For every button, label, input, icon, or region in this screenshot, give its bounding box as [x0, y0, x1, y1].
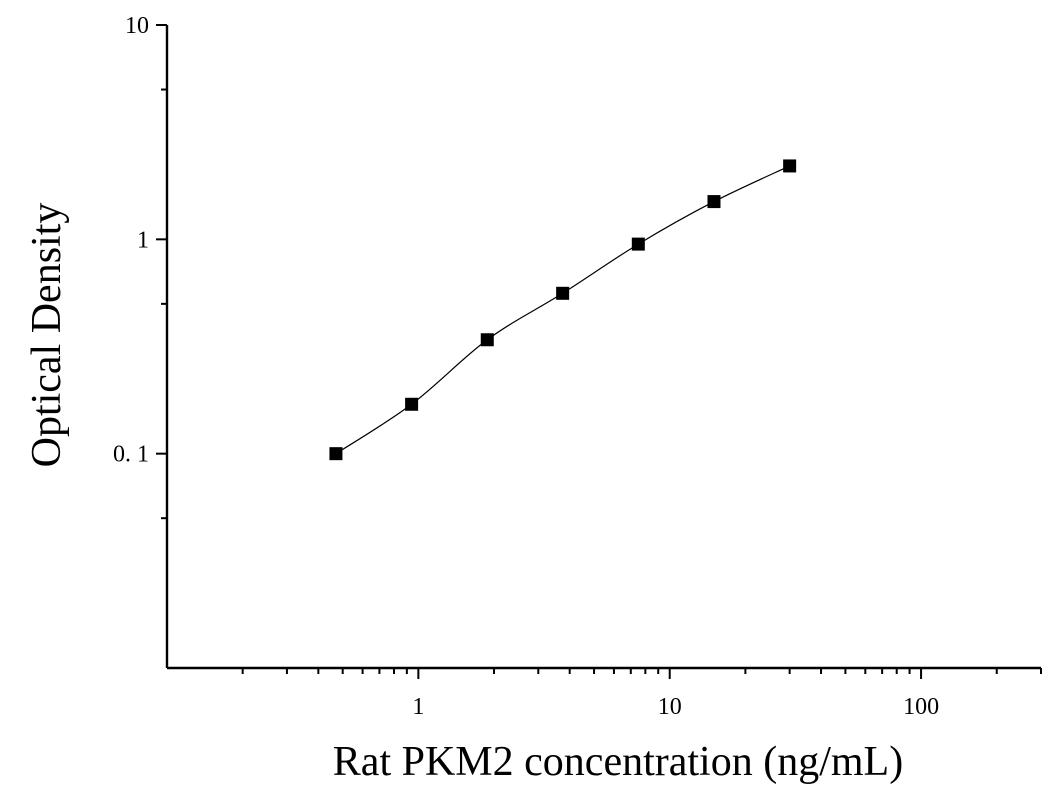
data-point	[707, 195, 721, 209]
x-tick-label: 10	[658, 694, 682, 720]
x-tick-label: 1	[412, 694, 424, 720]
data-points	[329, 159, 797, 461]
data-point	[783, 159, 797, 173]
axes	[165, 25, 1041, 670]
y-tick-label: 0. 1	[113, 442, 149, 468]
x-tick-label: 100	[903, 694, 939, 720]
data-point	[480, 333, 494, 347]
fit-curve-layer	[335, 165, 790, 455]
fit-curve	[335, 165, 790, 455]
y-tick-label: 1	[137, 227, 149, 253]
data-point	[631, 237, 645, 251]
y-axis-title: Optical Density	[24, 203, 70, 468]
y-tick-label: 10	[125, 13, 149, 39]
data-point	[556, 286, 570, 300]
data-point	[329, 447, 343, 461]
ticks: 1 10 100 0. 1 1 10	[113, 13, 1042, 720]
data-point	[405, 397, 419, 411]
x-axis-title: Rat PKM2 concentration (ng/mL)	[333, 739, 903, 785]
